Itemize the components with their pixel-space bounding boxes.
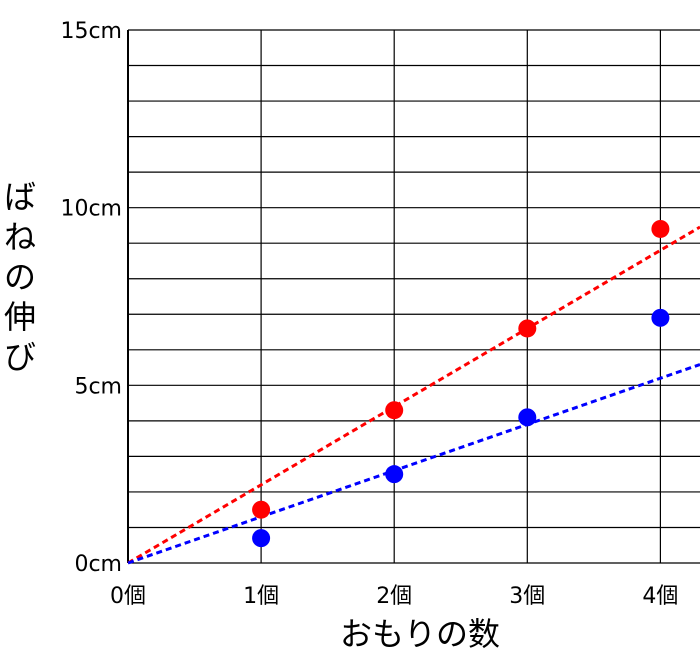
data-point [252,529,271,548]
y-axis-title-char: び [4,338,36,376]
data-point [252,500,271,519]
x-axis-title: おもりの数 [340,615,500,653]
data-point [518,408,537,427]
x-tick-label: 0個 [110,584,146,609]
y-axis-title-char: 伸 [4,298,36,336]
x-tick-label: 2個 [376,584,412,609]
data-point [385,465,404,484]
fit-line-0 [127,225,700,565]
data-point [385,401,404,420]
x-tick-label: 1個 [243,584,279,609]
data-point [518,319,537,338]
x-tick-label: 4個 [642,584,678,609]
y-axis-title-char: の [4,258,36,296]
tick-labels: 0個 1個 2個 3個 4個 0cm 5cm 10cm 15cm [60,19,678,609]
y-axis-title-char: ば [4,178,36,216]
x-tick-label: 3個 [509,584,545,609]
data-points [252,219,670,548]
y-tick-label: 0cm [74,552,122,577]
data-point [651,308,670,327]
fit-lines [127,225,700,565]
y-tick-label: 10cm [60,197,122,222]
data-point [651,219,670,238]
y-tick-label: 15cm [60,19,122,44]
y-axis-title-char: ね [4,218,36,256]
fit-line-1 [127,363,700,565]
grid [127,29,700,564]
y-tick-label: 5cm [74,374,122,399]
